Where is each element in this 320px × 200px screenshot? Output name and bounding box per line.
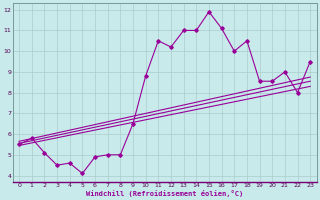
X-axis label: Windchill (Refroidissement éolien,°C): Windchill (Refroidissement éolien,°C) — [86, 190, 243, 197]
